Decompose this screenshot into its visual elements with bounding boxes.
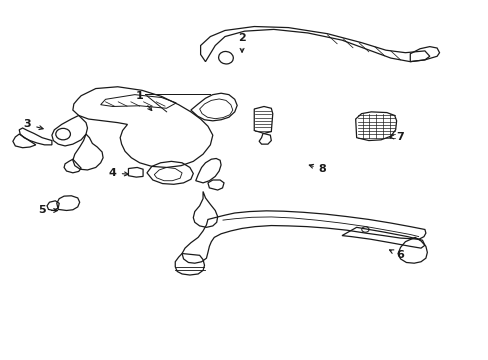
Text: 2: 2 xyxy=(238,33,245,52)
Text: 1: 1 xyxy=(136,91,151,111)
Text: 7: 7 xyxy=(389,132,404,142)
Text: 6: 6 xyxy=(389,250,404,260)
Text: 3: 3 xyxy=(23,120,43,130)
Text: 4: 4 xyxy=(109,168,128,178)
Text: 8: 8 xyxy=(308,164,325,174)
Text: 5: 5 xyxy=(38,206,58,216)
